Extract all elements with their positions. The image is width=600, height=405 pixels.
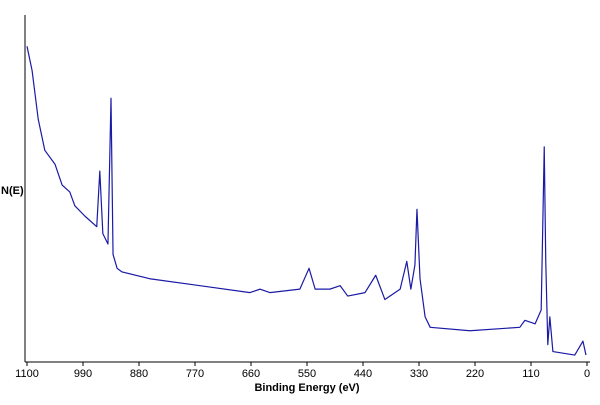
x-tick-label: 220	[466, 368, 484, 380]
spectrum-line	[26, 46, 587, 356]
x-tick-label: 990	[74, 368, 92, 380]
x-tick-label: 440	[354, 368, 372, 380]
x-tick-label: 550	[298, 368, 316, 380]
x-axis-label: Binding Energy (eV)	[254, 382, 359, 394]
y-axis-label: N(E)	[1, 185, 24, 197]
x-tick-label: 880	[130, 368, 148, 380]
x-tick-label: 770	[186, 368, 204, 380]
x-tick-label: 330	[410, 368, 428, 380]
x-tick-label: 660	[242, 368, 260, 380]
x-tick-label: 110	[522, 368, 540, 380]
x-tick-label: 1100	[15, 368, 39, 380]
x-tick-label: 0	[584, 368, 590, 380]
